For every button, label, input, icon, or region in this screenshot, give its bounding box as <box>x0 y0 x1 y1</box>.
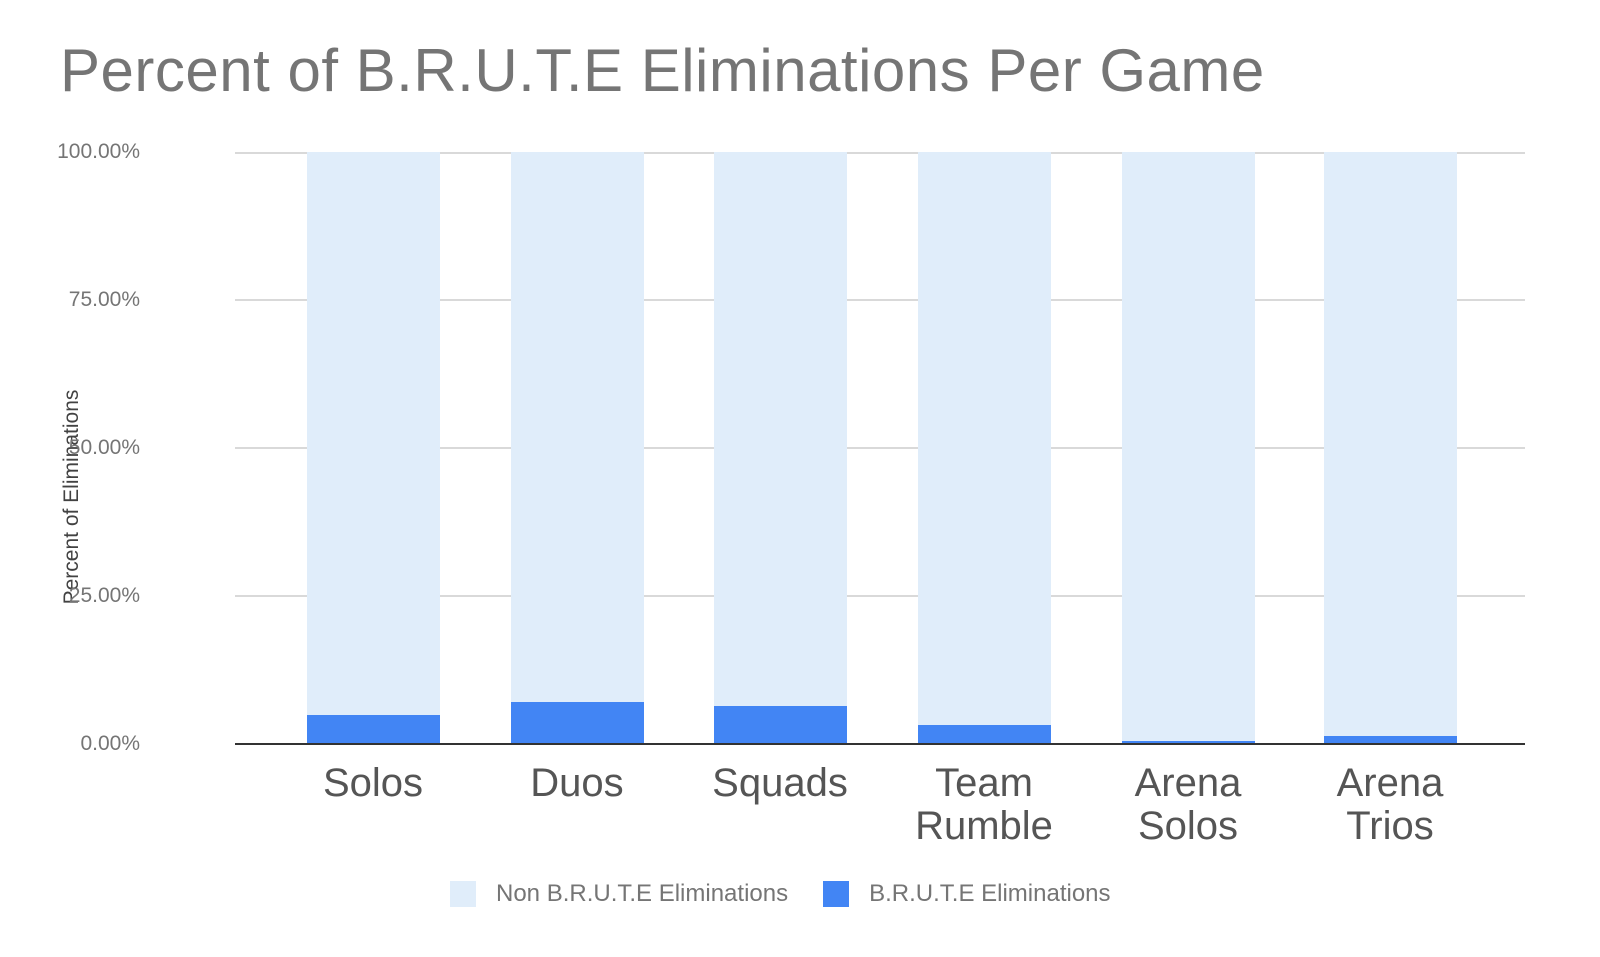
bar-segment-brute <box>714 706 847 744</box>
bar-team-rumble <box>918 152 1051 744</box>
y-tick-label: 50.00% <box>68 436 140 459</box>
gridline <box>235 595 1525 597</box>
gridline <box>235 447 1525 449</box>
gridline <box>235 152 1525 154</box>
chart-title: Percent of B.R.U.T.E Eliminations Per Ga… <box>60 37 1265 104</box>
bar-arena-trios <box>1324 152 1457 744</box>
bar-segment-non-brute <box>1324 152 1457 744</box>
legend: Non B.R.U.T.E Eliminations B.R.U.T.E Eli… <box>450 880 1146 908</box>
bar-segment-non-brute <box>307 152 440 744</box>
bar-segment-brute <box>1324 736 1457 744</box>
legend-item-non-brute[interactable]: Non B.R.U.T.E Eliminations <box>450 880 788 908</box>
bar-segment-brute <box>307 715 440 744</box>
y-axis-label: Percent of Eliminations <box>60 389 83 605</box>
plot-area: 100.00% 75.00% 50.00% 25.00% 0.00% <box>57 140 1525 755</box>
x-tick-label: Squads <box>712 761 848 805</box>
x-axis-baseline <box>235 743 1525 745</box>
bar-segment-non-brute <box>1122 152 1255 744</box>
bar-squads <box>714 152 847 744</box>
bar-solos <box>307 152 440 744</box>
bar-segment-brute <box>918 725 1051 744</box>
legend-label: Non B.R.U.T.E Eliminations <box>496 880 789 907</box>
bar-segment-brute <box>1122 741 1255 744</box>
bar-segment-non-brute <box>714 152 847 744</box>
legend-item-brute[interactable]: B.R.U.T.E Eliminations <box>823 880 1111 908</box>
x-tick-label: Arena Solos <box>1134 761 1242 848</box>
legend-swatch <box>823 881 850 907</box>
y-tick-label: 25.00% <box>68 584 140 607</box>
x-tick-label: Team Rumble <box>915 761 1053 848</box>
bar-segment-non-brute <box>511 152 644 744</box>
gridline <box>235 299 1525 301</box>
x-tick-label: Duos <box>530 761 624 805</box>
bar-segment-non-brute <box>918 152 1051 744</box>
bar-segment-brute <box>511 701 644 744</box>
x-tick-label: Arena Trios <box>1336 761 1444 848</box>
y-tick-label: 75.00% <box>68 288 140 311</box>
bar-duos <box>511 152 644 744</box>
bar-arena-solos <box>1122 152 1255 744</box>
legend-label: B.R.U.T.E Eliminations <box>869 880 1111 907</box>
legend-swatch <box>450 881 476 907</box>
y-tick-label: 0.00% <box>80 732 140 755</box>
y-tick-label: 100.00% <box>57 140 140 163</box>
x-tick-label: Solos <box>322 761 424 805</box>
